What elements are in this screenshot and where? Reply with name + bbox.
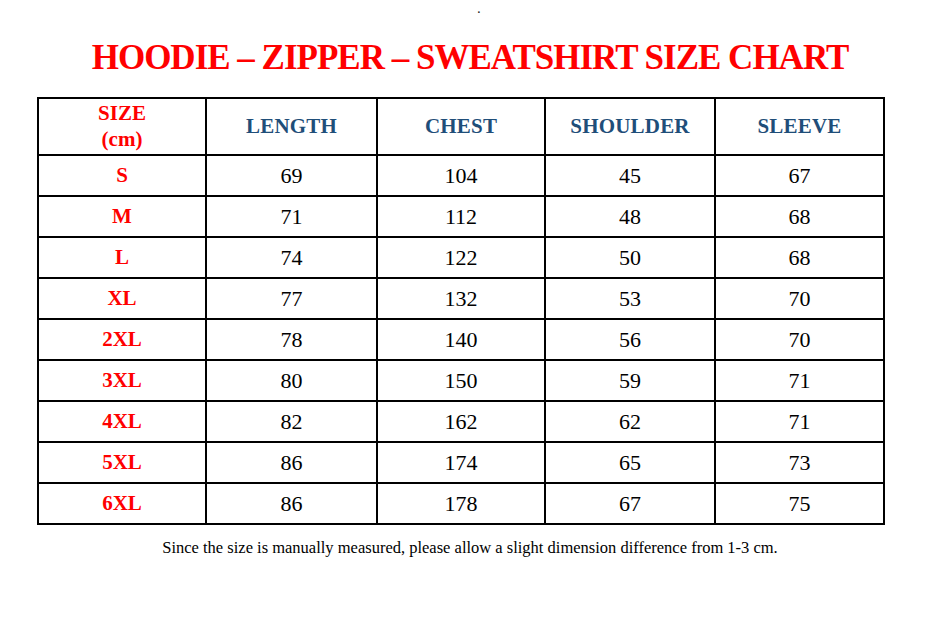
measurement-cell: 140: [377, 319, 545, 360]
measurement-cell: 78: [206, 319, 377, 360]
size-label-cell: L: [38, 237, 206, 278]
size-label-cell: 6XL: [38, 483, 206, 524]
measurement-cell: 67: [545, 483, 715, 524]
col-header-size: SIZE (cm): [38, 98, 206, 155]
measurement-cell: 59: [545, 360, 715, 401]
measurement-cell: 104: [377, 155, 545, 196]
measurement-cell: 162: [377, 401, 545, 442]
col-header-length: LENGTH: [206, 98, 377, 155]
measurement-cell: 70: [715, 319, 884, 360]
measurement-cell: 150: [377, 360, 545, 401]
measurement-cell: 174: [377, 442, 545, 483]
measurement-cell: 112: [377, 196, 545, 237]
size-chart-page: . HOODIE – ZIPPER – SWEATSHIRT SIZE CHAR…: [0, 0, 940, 623]
size-label-cell: XL: [38, 278, 206, 319]
measurement-cell: 77: [206, 278, 377, 319]
measurement-cell: 71: [715, 401, 884, 442]
table-row-2xl: 2XL 78 140 56 70: [38, 319, 884, 360]
measurement-cell: 71: [715, 360, 884, 401]
measurement-cell: 62: [545, 401, 715, 442]
col-header-shoulder: SHOULDER: [545, 98, 715, 155]
measurement-cell: 80: [206, 360, 377, 401]
size-label-cell: 3XL: [38, 360, 206, 401]
footnote: Since the size is manually measured, ple…: [0, 537, 940, 559]
measurement-cell: 70: [715, 278, 884, 319]
size-label-cell: 5XL: [38, 442, 206, 483]
measurement-cell: 67: [715, 155, 884, 196]
table-row-l: L 74 122 50 68: [38, 237, 884, 278]
measurement-cell: 45: [545, 155, 715, 196]
measurement-cell: 73: [715, 442, 884, 483]
table-row-s: S 69 104 45 67: [38, 155, 884, 196]
measurement-cell: 48: [545, 196, 715, 237]
table-row-3xl: 3XL 80 150 59 71: [38, 360, 884, 401]
size-label-cell: 4XL: [38, 401, 206, 442]
measurement-cell: 50: [545, 237, 715, 278]
page-title: HOODIE – ZIPPER – SWEATSHIRT SIZE CHART: [0, 40, 940, 76]
table-row-xl: XL 77 132 53 70: [38, 278, 884, 319]
measurement-cell: 71: [206, 196, 377, 237]
col-header-chest: CHEST: [377, 98, 545, 155]
size-label-cell: M: [38, 196, 206, 237]
measurement-cell: 74: [206, 237, 377, 278]
table-row-6xl: 6XL 86 178 67 75: [38, 483, 884, 524]
measurement-cell: 53: [545, 278, 715, 319]
measurement-cell: 69: [206, 155, 377, 196]
measurement-cell: 56: [545, 319, 715, 360]
col-header-size-line2: (cm): [39, 127, 205, 152]
size-label-cell: 2XL: [38, 319, 206, 360]
measurement-cell: 86: [206, 442, 377, 483]
table-row-m: M 71 112 48 68: [38, 196, 884, 237]
stray-period-mark: .: [477, 1, 481, 16]
measurement-cell: 132: [377, 278, 545, 319]
table-header-row: SIZE (cm) LENGTH CHEST SHOULDER SLEEVE: [38, 98, 884, 155]
col-header-size-line1: SIZE: [39, 101, 205, 126]
col-header-sleeve: SLEEVE: [715, 98, 884, 155]
measurement-cell: 68: [715, 196, 884, 237]
measurement-cell: 68: [715, 237, 884, 278]
measurement-cell: 82: [206, 401, 377, 442]
size-label-cell: S: [38, 155, 206, 196]
table-row-5xl: 5XL 86 174 65 73: [38, 442, 884, 483]
table-row-4xl: 4XL 82 162 62 71: [38, 401, 884, 442]
measurement-cell: 86: [206, 483, 377, 524]
measurement-cell: 122: [377, 237, 545, 278]
measurement-cell: 178: [377, 483, 545, 524]
measurement-cell: 75: [715, 483, 884, 524]
measurement-cell: 65: [545, 442, 715, 483]
size-chart-table: SIZE (cm) LENGTH CHEST SHOULDER SLEEVE S…: [37, 97, 885, 525]
